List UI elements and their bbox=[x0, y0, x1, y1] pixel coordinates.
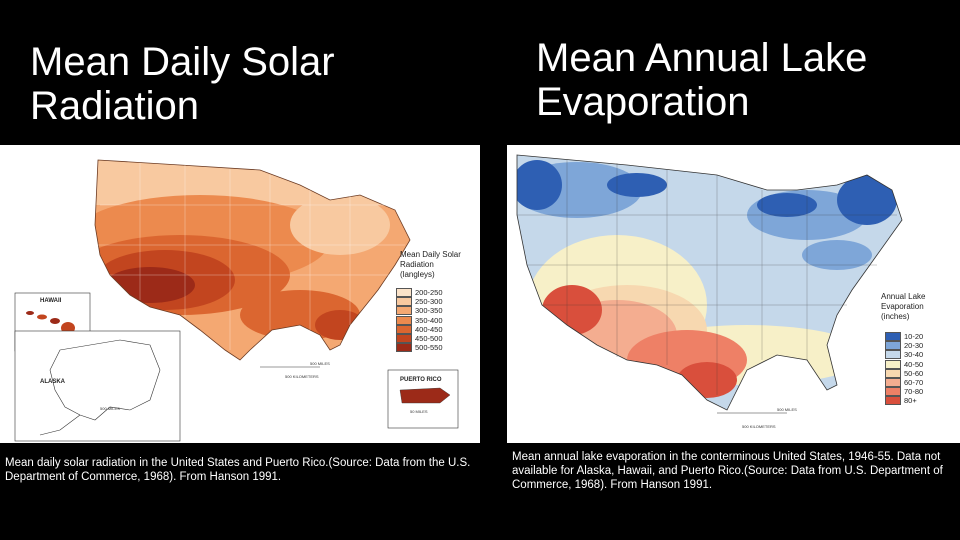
legend-label: 350-400 bbox=[415, 315, 443, 325]
legend-swatch bbox=[885, 359, 901, 369]
legend-label: 80+ bbox=[904, 396, 917, 406]
puerto-rico-label: PUERTO RICO bbox=[400, 377, 442, 383]
evap-legend: 10-20 20-30 30-40 40-50 50-60 60-70 70-80 80+ bbox=[885, 332, 923, 406]
state-boundaries bbox=[98, 163, 405, 350]
legend-item: 400-450 bbox=[396, 324, 443, 334]
legend-swatch bbox=[396, 324, 412, 334]
legend-swatch bbox=[885, 350, 901, 360]
legend-label: 450-500 bbox=[415, 334, 443, 344]
legend-item: 300-350 bbox=[396, 306, 443, 316]
right-scale-km: 500 KILOMETERS bbox=[742, 424, 776, 429]
legend-swatch bbox=[396, 297, 412, 307]
hawaii-label: HAWAII bbox=[40, 298, 62, 304]
solar-legend-title: Mean Daily Solar Radiation (langleys) bbox=[400, 250, 461, 279]
left-scale-km: 500 KILOMETERS bbox=[285, 374, 319, 379]
left-map-title: Mean Daily Solar Radiation bbox=[30, 40, 335, 128]
legend-item: 350-400 bbox=[396, 315, 443, 325]
puerto-rico-inset: PUERTO RICO 50 MILES bbox=[387, 369, 459, 429]
legend-label: 20-30 bbox=[904, 341, 924, 351]
solar-legend: 200-250 250-300 300-350 350-400 400-450 450-5… bbox=[396, 288, 443, 353]
legend-label: 300-350 bbox=[415, 306, 443, 316]
legend-item: 80+ bbox=[885, 396, 923, 406]
legend-swatch bbox=[885, 396, 901, 406]
legend-label: 70-80 bbox=[904, 387, 924, 397]
right-map-caption: Mean annual lake evaporation in the cont… bbox=[512, 451, 943, 491]
legend-label: 60-70 bbox=[904, 378, 924, 388]
legend-swatch bbox=[885, 368, 901, 378]
legend-item: 200-250 bbox=[396, 288, 443, 298]
state-boundaries-evap bbox=[517, 160, 897, 395]
legend-swatch bbox=[885, 332, 901, 342]
legend-item: 50-60 bbox=[885, 368, 924, 378]
legend-label: 30-40 bbox=[904, 350, 924, 360]
legend-swatch bbox=[396, 306, 412, 316]
legend-label: 200-250 bbox=[415, 288, 443, 298]
alaska-label: ALASKA bbox=[40, 379, 66, 385]
alaska-scale-label: 500 MILES bbox=[100, 406, 120, 411]
us-outline-evap bbox=[516, 154, 903, 411]
legend-label: 40-50 bbox=[904, 359, 924, 369]
legend-item: 60-70 bbox=[885, 378, 924, 388]
legend-swatch bbox=[396, 343, 412, 353]
right-scale-miles: 500 MILES bbox=[777, 407, 797, 412]
legend-swatch bbox=[396, 334, 412, 344]
us-outline bbox=[94, 159, 411, 361]
legend-item: 500-550 bbox=[396, 343, 443, 353]
legend-label: 250-300 bbox=[415, 297, 443, 307]
evap-legend-title: Annual Lake Evaporation (inches) bbox=[881, 292, 926, 321]
legend-swatch bbox=[885, 378, 901, 388]
legend-item: 450-500 bbox=[396, 334, 443, 344]
left-scale-miles: 500 MILES bbox=[310, 361, 330, 366]
lake-evaporation-map: 500 MILES 500 KILOMETERS bbox=[516, 154, 903, 429]
legend-item: 30-40 bbox=[885, 350, 924, 360]
alaska-inset: ALASKA 500 MILES bbox=[14, 330, 181, 442]
left-scale-bar: 500 MILES 500 KILOMETERS bbox=[260, 361, 330, 379]
legend-item: 20-30 bbox=[885, 341, 924, 351]
solar-radiation-map: HAWAII ALASKA 500 MILES PUERTO RICO 50 M… bbox=[14, 159, 459, 442]
solar-radiation-map-panel: HAWAII ALASKA 500 MILES PUERTO RICO 50 M… bbox=[0, 145, 480, 443]
legend-label: 50-60 bbox=[904, 368, 924, 378]
legend-swatch bbox=[396, 288, 412, 298]
right-map-title: Mean Annual Lake Evaporation bbox=[536, 36, 868, 124]
legend-swatch bbox=[885, 387, 901, 397]
legend-label: 500-550 bbox=[415, 343, 443, 353]
legend-item: 10-20 bbox=[885, 332, 924, 342]
pr-scale-label: 50 MILES bbox=[410, 409, 428, 414]
left-map-caption: Mean daily solar radiation in the United… bbox=[5, 457, 471, 483]
legend-item: 250-300 bbox=[396, 297, 443, 307]
legend-swatch bbox=[396, 315, 412, 325]
legend-swatch bbox=[885, 341, 901, 351]
right-scale-bar: 500 MILES 500 KILOMETERS bbox=[717, 407, 797, 429]
lake-evaporation-map-panel: 500 MILES 500 KILOMETERS Annual Lake Eva… bbox=[507, 145, 960, 443]
legend-label: 400-450 bbox=[415, 324, 443, 334]
legend-item: 40-50 bbox=[885, 359, 924, 369]
legend-item: 70-80 bbox=[885, 387, 924, 397]
legend-label: 10-20 bbox=[904, 332, 924, 342]
